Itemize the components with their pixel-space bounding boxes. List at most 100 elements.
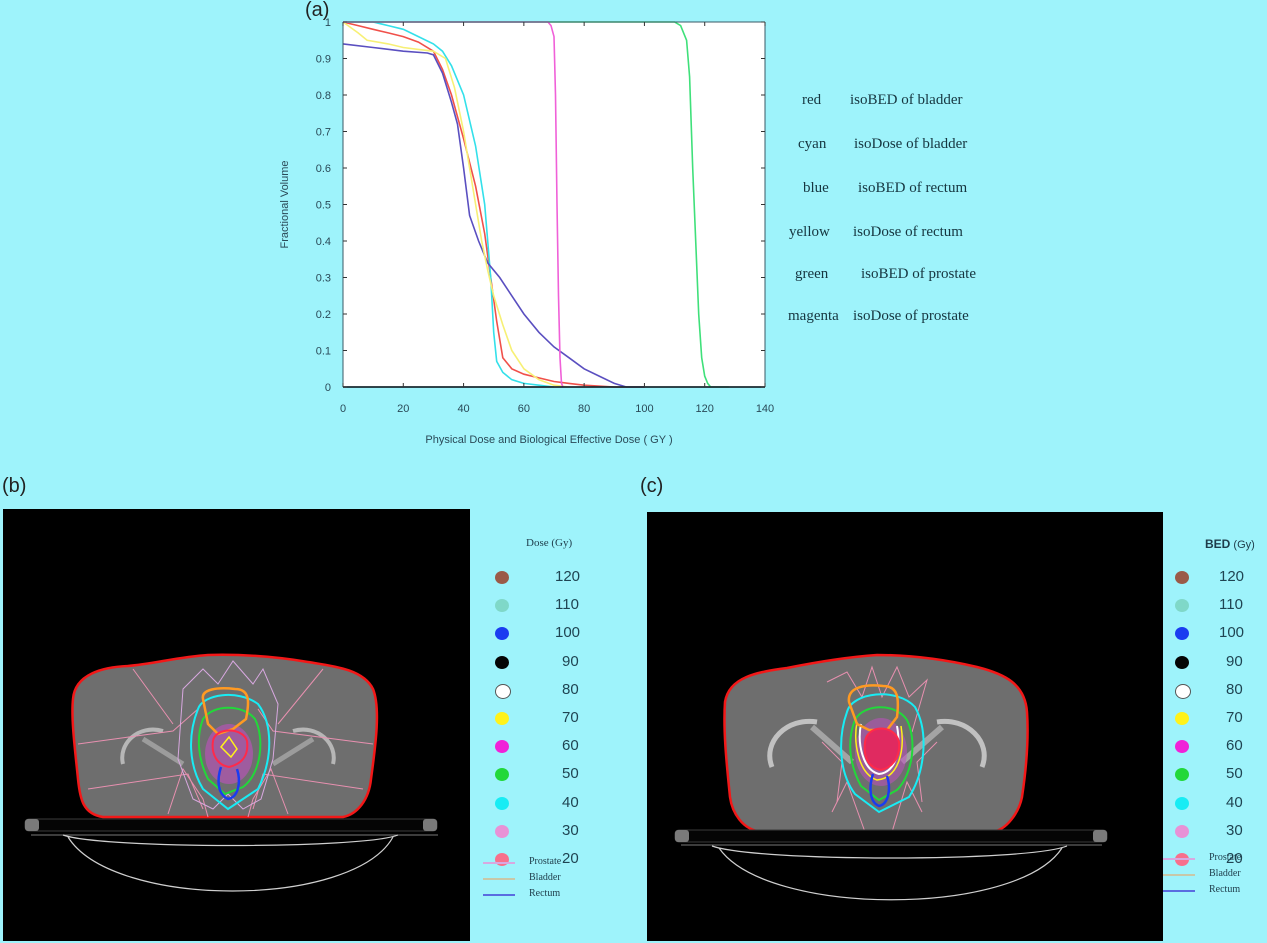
plot-area <box>343 22 765 387</box>
legend-level-value: 110 <box>555 596 579 614</box>
color-dot-icon <box>1175 712 1189 725</box>
legend-desc: isoBED of bladder <box>850 92 963 108</box>
legend-color-name: yellow <box>789 224 830 240</box>
y-tick-label: 0.2 <box>316 309 331 321</box>
y-tick-label: 0.3 <box>316 273 331 285</box>
structure-name: Bladder <box>1209 868 1241 879</box>
legend-entry-red: red isoBED of bladder <box>788 92 962 109</box>
bed-legend-title: BED (Gy) <box>1205 537 1255 551</box>
y-tick-label: 0.9 <box>316 54 331 66</box>
structure-name: Prostate <box>529 856 562 867</box>
legend-level-110: 110 <box>495 596 579 616</box>
legend-level-100: 100 <box>495 624 580 644</box>
color-dot-icon <box>495 796 509 810</box>
color-dot-icon <box>1175 683 1191 699</box>
legend-level-value: 80 <box>562 680 579 698</box>
color-dot-icon <box>1175 853 1189 866</box>
legend-level-value: 70 <box>562 709 579 726</box>
bed-legend-title-bold: BED <box>1205 537 1231 551</box>
color-dot-icon <box>495 571 509 584</box>
legend-desc: isoDose of bladder <box>854 136 968 152</box>
legend-level-40: 40 <box>1175 794 1255 814</box>
legend-level-70: 70 <box>1175 709 1255 729</box>
line-swatch-icon <box>1163 890 1195 892</box>
color-dot-icon <box>495 740 509 754</box>
line-swatch-icon <box>1163 874 1195 876</box>
color-dot-icon <box>495 627 509 641</box>
legend-color-name: cyan <box>798 136 827 152</box>
color-dot-icon <box>495 712 509 725</box>
legend-level-value: 30 <box>1226 821 1243 839</box>
legend-level-value: 90 <box>562 652 579 670</box>
structure-legend-prostate: Prostate <box>483 856 593 870</box>
ct-image-dose <box>3 509 470 941</box>
legend-level-100: 100 <box>1175 624 1255 644</box>
legend-entry-yellow: yellow isoDose of rectum <box>788 224 963 241</box>
y-tick-label: 0.4 <box>316 236 331 248</box>
legend-color-name: red <box>802 92 822 108</box>
legend-level-20: 20 <box>1175 850 1255 870</box>
line-swatch-icon <box>483 878 515 880</box>
legend-level-value: 30 <box>562 821 579 839</box>
y-tick-label: 0.8 <box>316 90 331 102</box>
x-tick-label: 20 <box>397 403 409 415</box>
legend-level-value: 100 <box>555 624 581 642</box>
y-tick-label: 0.6 <box>316 163 331 175</box>
y-tick-label: 0 <box>325 382 331 394</box>
structure-name: Bladder <box>529 872 561 883</box>
legend-level-value: 100 <box>1219 624 1245 642</box>
y-tick-label: 0.1 <box>316 346 331 358</box>
y-tick-label: 0.7 <box>316 127 331 139</box>
series-line-cyan <box>343 21 555 388</box>
dose-legend: Dose (Gy) 120 110 100 90 80 70 60 50 40 30 20 Prost… <box>470 520 640 940</box>
color-dot-icon <box>1175 655 1189 669</box>
x-tick-label: 0 <box>340 403 346 415</box>
legend-level-120: 120 <box>495 568 580 588</box>
x-tick-label: 100 <box>635 403 653 415</box>
x-tick-label: 80 <box>578 403 590 415</box>
legend-level-value: 50 <box>562 765 579 783</box>
dvh-chart: 0 20 40 60 80 100 120 140 0 0.1 0.2 0.3 0.4 0.5 0.6 0.7… <box>279 17 774 446</box>
structure-legend-prostate: Prostate <box>1163 852 1267 866</box>
legend-level-value: 90 <box>1226 652 1243 670</box>
legend-level-90: 90 <box>495 653 579 673</box>
legend-level-value: 120 <box>1219 568 1245 585</box>
legend-level-50: 50 <box>495 765 579 785</box>
legend-entry-blue: blue isoBED of rectum <box>788 180 967 197</box>
dose-legend-title: Dose (Gy) <box>526 537 573 549</box>
legend-level-80: 80 <box>1175 681 1255 701</box>
structure-legend-bladder: Bladder <box>483 872 593 886</box>
color-dot-icon <box>1175 740 1189 754</box>
x-tick-label: 120 <box>696 403 714 415</box>
legend-level-60: 60 <box>495 737 579 757</box>
color-dot-icon <box>495 824 509 838</box>
legend-level-40: 40 <box>495 794 579 814</box>
series-line-red <box>342 21 645 388</box>
panel-a-label: (a) <box>305 0 330 21</box>
legend-desc: isoDose of prostate <box>853 308 969 324</box>
ct-bed-distribution-image <box>674 653 1108 901</box>
x-tick-label: 40 <box>457 403 469 415</box>
bed-legend: BED (Gy) 120 110 100 90 80 70 60 50 40 30 20 Prosta… <box>1163 520 1267 940</box>
legend-level-90: 90 <box>1175 653 1255 673</box>
legend-level-60: 60 <box>1175 737 1255 757</box>
bed-legend-title-unit: (Gy) <box>1233 539 1255 551</box>
y-axis-label: Fractional Volume <box>279 160 291 248</box>
line-swatch-icon <box>483 894 515 896</box>
color-dot-icon <box>1175 627 1189 641</box>
y-tick-label: 1 <box>325 17 331 29</box>
chart-legend: red isoBED of bladder cyan isoDose of blad… <box>788 0 1018 340</box>
legend-level-120: 120 <box>1175 568 1255 588</box>
legend-color-name: magenta <box>788 308 839 324</box>
legend-level-50: 50 <box>1175 765 1255 785</box>
structure-name: Rectum <box>529 888 561 899</box>
series-line-yellow <box>342 21 570 388</box>
color-dot-icon <box>1175 571 1189 584</box>
legend-level-value: 40 <box>562 793 579 811</box>
legend-level-value: 70 <box>1226 709 1243 726</box>
color-dot-icon <box>1175 768 1189 782</box>
legend-level-value: 80 <box>1226 680 1243 698</box>
structure-legend-rectum: Rectum <box>483 888 593 902</box>
legend-entry-cyan: cyan isoDose of bladder <box>788 136 967 153</box>
legend-level-value: 60 <box>1226 737 1243 755</box>
